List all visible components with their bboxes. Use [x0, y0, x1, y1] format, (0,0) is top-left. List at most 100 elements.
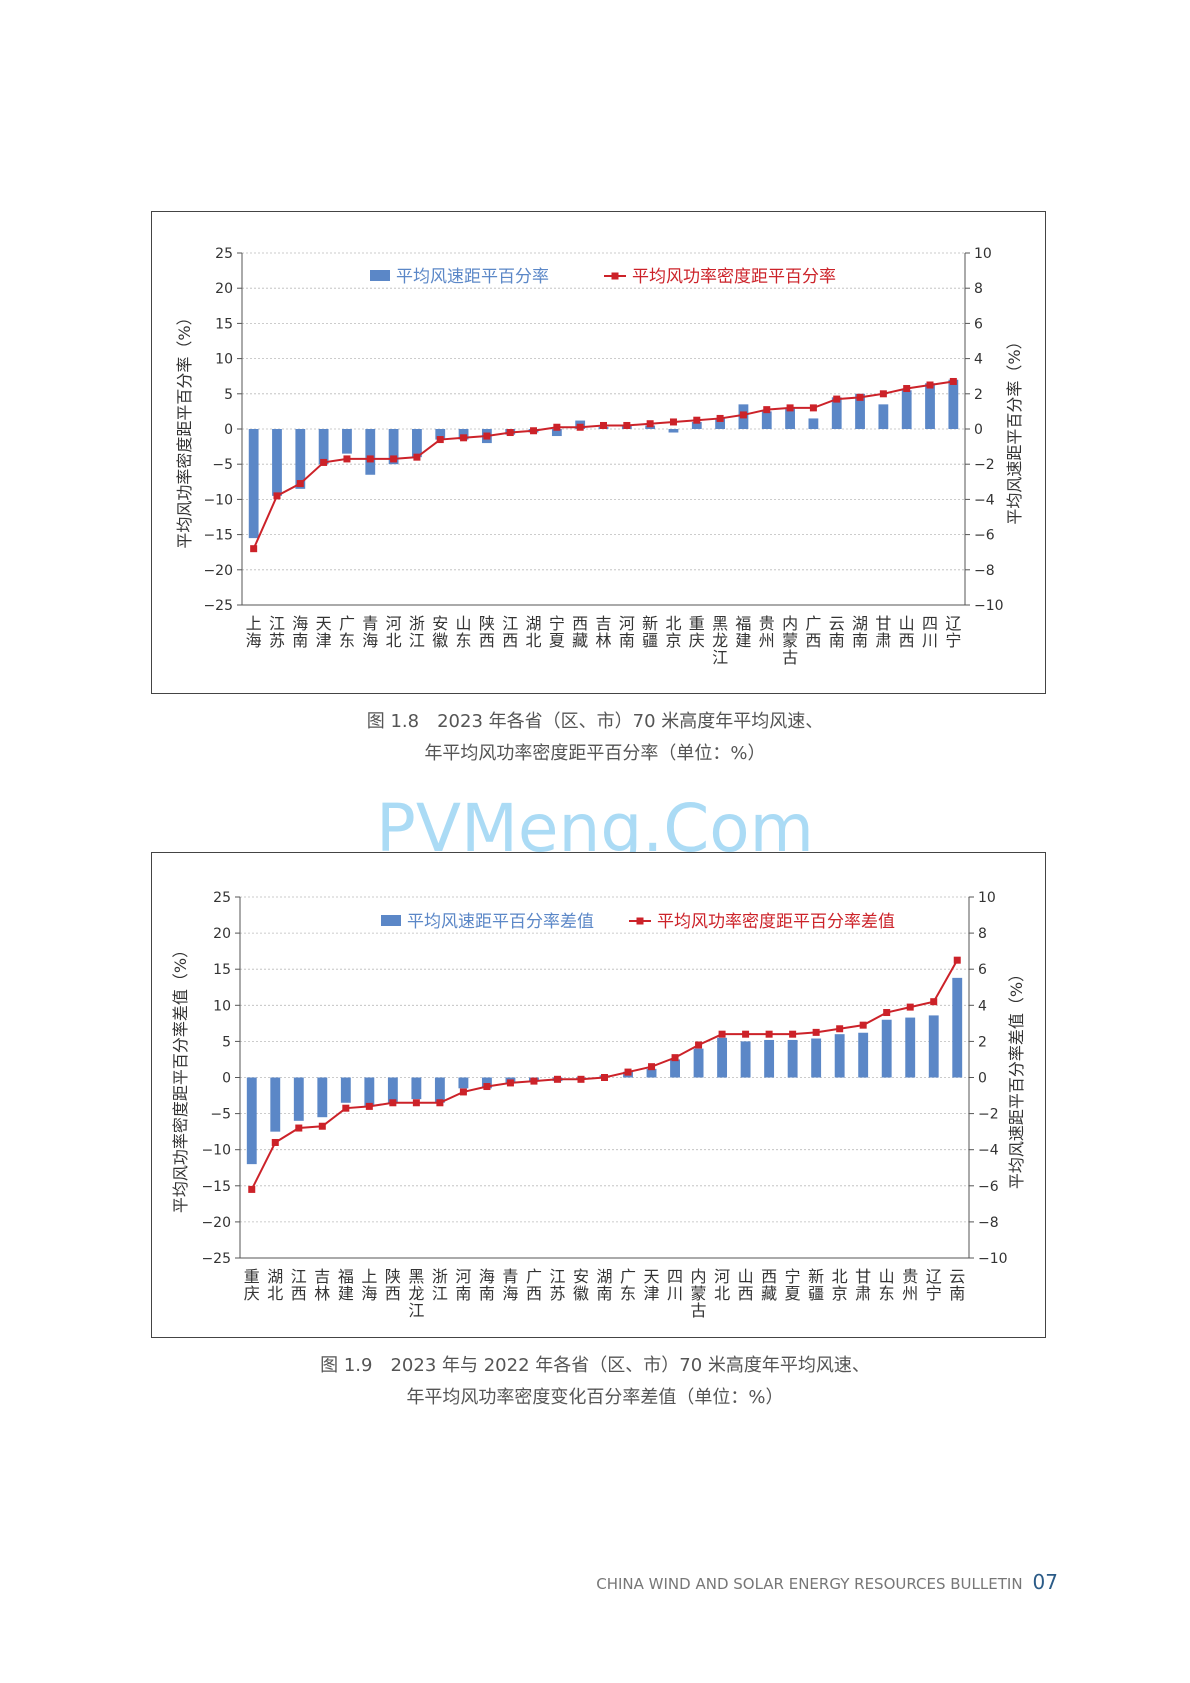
chart-1-category-label: 宁夏: [549, 614, 565, 650]
chart-2-line-point: [318, 1122, 326, 1130]
chart-1-line-point: [553, 423, 561, 431]
chart-2-category-label: 河南: [455, 1267, 471, 1303]
chart-1-bar: [668, 429, 679, 433]
chart-2-category-label: 西藏: [761, 1267, 777, 1303]
chart-2-bar: [834, 1034, 845, 1078]
chart-1-category-label: 江西: [502, 614, 518, 650]
chart-2-category-label: 广东: [620, 1267, 636, 1303]
page-footer: CHINA WIND AND SOLAR ENERGY RESOURCES BU…: [596, 1570, 1058, 1594]
chart-1-category-label: 山东: [456, 614, 472, 650]
chart-2-line-point: [836, 1025, 844, 1033]
chart-2-category-label: 吉林: [314, 1267, 330, 1303]
chart-1-category-label: 山西: [899, 614, 915, 650]
chart-2-left-tick-label: 10: [213, 998, 231, 1014]
chart-1-bar: [365, 429, 376, 475]
chart-1-line-point: [460, 434, 468, 442]
chart-1-category-label: 河南: [619, 614, 635, 650]
chart-1-line-point: [600, 421, 607, 429]
chart-2-line-point: [812, 1028, 820, 1036]
chart-1-line-point: [926, 381, 934, 389]
chart-2-left-tick-label: −15: [201, 1179, 231, 1195]
chart-2-line-point: [718, 1030, 726, 1038]
chart-1-line-point: [296, 480, 304, 488]
chart-2-bar: [928, 1015, 939, 1078]
chart-1-category-label: 四川: [922, 614, 938, 650]
chart-2-category-label: 广西: [526, 1267, 542, 1303]
chart-2-category-label: 江苏: [549, 1267, 565, 1303]
chart-1-bar: [715, 418, 726, 429]
chart-2-bar: [764, 1039, 775, 1078]
chart-1-category-label: 云南: [829, 614, 845, 650]
chart-2-category-label: 浙江: [432, 1267, 448, 1303]
chart-1-bar: [645, 425, 656, 429]
chart-2-category-label: 湖北: [267, 1267, 283, 1303]
chart-1-left-tick-label: −25: [203, 598, 233, 614]
chart-2-category-label: 重庆: [244, 1267, 260, 1303]
chart-2-line-point: [577, 1075, 585, 1083]
chart-2-line-point: [483, 1083, 491, 1091]
chart-1-category-label: 贵州: [759, 614, 775, 650]
chart-2-category-label: 陕西: [385, 1267, 401, 1303]
chart-2-right-tick-label: −2: [978, 1107, 999, 1123]
chart-1-line-point: [739, 411, 747, 419]
chart-2-line-point: [271, 1138, 279, 1146]
chart-1-legend-bar-swatch: [370, 270, 390, 281]
chart-1-category-label: 安徽: [432, 614, 448, 650]
chart-2-category-label: 宁夏: [785, 1267, 801, 1303]
chart-2-category-label: 安徽: [573, 1267, 589, 1303]
chart-2-bar: [811, 1038, 822, 1078]
chart-2-left-tick-label: −10: [201, 1143, 231, 1159]
chart-2-bar: [952, 977, 963, 1078]
chart-2-bar: [881, 1019, 892, 1078]
chart-1-right-tick-label: 6: [974, 316, 983, 332]
chart-2-line-point: [671, 1054, 679, 1062]
chart-1-bar: [925, 383, 935, 429]
chart-2-category-label: 天津: [644, 1267, 660, 1303]
chart-2-bar: [317, 1077, 328, 1118]
chart-1-line-point: [530, 427, 538, 435]
chart-2-bar: [905, 1017, 916, 1078]
chart-1-category-label: 河北: [386, 614, 402, 650]
chart-1-right-tick-label: 8: [974, 281, 983, 297]
chart-1-line-point: [856, 393, 864, 401]
chart-2-category-label: 福建: [338, 1267, 354, 1303]
chart-2-left-tick-label: 0: [222, 1071, 231, 1087]
chart-2-line-point: [695, 1041, 703, 1049]
chart-2-frame: −25 −20 −15 −10 −5 0 5 10 15 20 25 −10 −8 −6 −4 −2 0 2 4 6 8…: [151, 852, 1046, 1338]
chart-2-category-label: 青海: [502, 1267, 518, 1303]
chart-2-line-point: [789, 1030, 797, 1038]
chart-1-bar: [785, 407, 795, 429]
chart-2-caption-line-1: 图 1.9 2023 年与 2022 年各省（区、市）70 米高度年平均风速、: [320, 1355, 870, 1376]
chart-1-category-label: 福建: [735, 614, 751, 650]
chart-2-category-label: 贵州: [902, 1267, 918, 1303]
chart-2-legend-bar-label: 平均风速距平百分率差值: [407, 912, 594, 932]
chart-1-line-point: [483, 432, 491, 440]
chart-2-legend-line-marker: [636, 917, 644, 925]
chart-2-bar: [740, 1041, 751, 1078]
chart-2-line-point: [365, 1102, 373, 1110]
chart-2-line-point: [506, 1079, 514, 1087]
chart-1-bar: [691, 421, 702, 429]
chart-2-line-point: [389, 1099, 397, 1107]
chart-2-line-point: [883, 1009, 891, 1017]
chart-1-right-tick-label: −10: [974, 598, 1004, 614]
chart-2-right-tick-label: 0: [978, 1071, 987, 1087]
chart-2-line-point: [648, 1063, 656, 1071]
chart-1-bar: [388, 429, 399, 465]
chart-2-left-tick-label: 20: [213, 926, 231, 942]
chart-2-line-point: [553, 1075, 561, 1083]
chart-2-left-tick-label: 15: [213, 962, 231, 978]
chart-2-legend-bar-swatch: [381, 915, 401, 926]
chart-1-line-point: [413, 453, 421, 461]
chart-2-line-point: [953, 956, 961, 964]
chart-1-caption-line-2: 年平均风功率密度距平百分率（单位：%）: [424, 743, 766, 764]
chart-1-right-tick-label: −6: [974, 528, 995, 544]
chart-1-bar: [761, 411, 772, 429]
chart-1-line-point: [250, 545, 258, 553]
chart-2-bar: [458, 1077, 469, 1089]
chart-1-left-tick-label: 25: [215, 246, 233, 262]
chart-1-category-label: 湖南: [852, 614, 868, 650]
chart-2-bar: [340, 1077, 351, 1103]
chart-1: −25−20−15−10−50510152025−10−8−6−4−202468…: [175, 246, 1024, 667]
chart-1-bar: [878, 404, 889, 429]
